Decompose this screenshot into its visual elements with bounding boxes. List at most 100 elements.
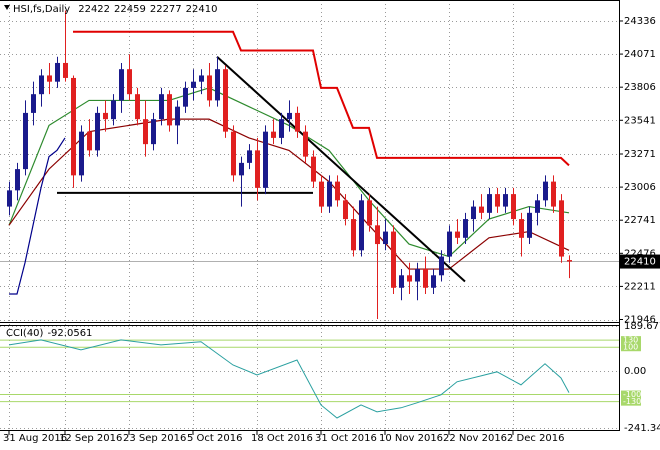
candle-body — [351, 219, 356, 251]
candle-body — [311, 156, 316, 182]
candle-body — [431, 275, 436, 288]
level-label: 100 — [623, 343, 638, 352]
chart-header: HSI,fs,Daily 22422 22459 22277 22410 — [13, 4, 217, 15]
y-tick-label: 23271 — [624, 149, 656, 160]
candle-body — [31, 94, 36, 113]
candle-body — [183, 87, 188, 107]
open-value: 22422 — [78, 4, 110, 15]
candle-body — [295, 112, 300, 132]
indicator-header: CCI(40) -92.0561 — [6, 328, 92, 339]
candle-body — [103, 112, 108, 120]
plot-layer — [0, 10, 619, 419]
level-label: -100 — [623, 390, 641, 399]
x-tick-label: 12 Sep 2016 — [59, 433, 122, 444]
indicator-title: CCI(40) — [6, 328, 44, 339]
candle-body — [87, 131, 92, 151]
candle-body — [303, 131, 308, 157]
level-label: 130 — [623, 336, 638, 345]
y-tick-label: 22476 — [624, 248, 656, 259]
candle-body — [455, 231, 460, 238]
candle-body — [407, 275, 412, 282]
candle-body — [263, 131, 268, 188]
candle-body — [127, 69, 132, 95]
x-tick-label: 10 Nov 2016 — [379, 433, 443, 444]
x-tick-label: 2 Dec 2016 — [507, 433, 565, 444]
text-layer: HSI,fs,Daily 22422 22459 22277 22410 CCI(40)… — [3, 4, 660, 444]
candle-body — [23, 112, 28, 170]
candle-body — [55, 62, 60, 82]
candle-body — [223, 69, 228, 132]
candle-body — [7, 190, 12, 207]
candle-body — [167, 94, 172, 126]
y-tick-label: 0.00 — [624, 366, 646, 377]
candle-body — [479, 206, 484, 213]
chart-title: HSI,fs,Daily — [13, 4, 70, 15]
candle-body — [383, 231, 388, 245]
y-tick-label: 22211 — [624, 281, 656, 292]
candle-body — [119, 69, 124, 101]
level-label-box — [621, 336, 641, 345]
candle-body — [415, 269, 420, 282]
y-tick-label: 23806 — [624, 82, 656, 93]
candle-body — [327, 181, 332, 207]
y-tick-label: 22741 — [624, 215, 656, 226]
candle-body — [375, 225, 380, 245]
candle-body — [359, 200, 364, 251]
low-value: 22277 — [150, 4, 182, 15]
candle-body — [399, 275, 404, 288]
candle-body — [199, 75, 204, 82]
candle-body — [503, 194, 508, 207]
candle-body — [39, 75, 44, 95]
x-tick-label: 31 Oct 2016 — [315, 433, 377, 444]
indicator-line — [216, 55, 466, 283]
candle-body — [159, 94, 164, 120]
candle-body — [215, 69, 220, 101]
candle-body — [471, 206, 476, 220]
candle-body — [391, 231, 396, 288]
candle-body — [135, 94, 140, 120]
cci-line — [8, 339, 570, 419]
indicator-value: -92.0561 — [47, 328, 92, 339]
candle-body — [551, 181, 556, 207]
y-tick-label: 189.6779 — [624, 321, 660, 332]
candle-body — [487, 194, 492, 213]
candle-body — [15, 169, 20, 191]
indicator-line — [8, 118, 570, 270]
level-label: -130 — [623, 397, 641, 406]
candle-body — [63, 62, 68, 78]
candle-body — [423, 269, 428, 288]
candle-body — [559, 200, 564, 257]
y-tick-label: 21946 — [624, 315, 656, 326]
high-value: 22459 — [114, 4, 146, 15]
candle-body — [143, 119, 148, 145]
candle-body — [511, 194, 516, 220]
last-price-label: 22410 — [624, 257, 656, 268]
x-tick-label: 18 Oct 2016 — [251, 433, 313, 444]
y-tick-label: -241.348 — [624, 423, 660, 434]
candle-body — [367, 200, 372, 226]
x-tick-label: 23 Sep 2016 — [123, 433, 186, 444]
candle-body — [95, 112, 100, 151]
indicator-line — [73, 30, 570, 167]
candle-body — [543, 181, 548, 201]
candle-body — [111, 100, 116, 120]
candle-body — [319, 181, 324, 207]
x-tick-label: 31 Aug 2016 — [3, 433, 67, 444]
candle-body — [495, 194, 500, 207]
y-tick-label: 24336 — [624, 16, 656, 27]
candle-body — [271, 131, 276, 138]
candle-body — [79, 131, 84, 176]
candle-body — [255, 150, 260, 188]
candle-body — [463, 219, 468, 238]
candle-body — [71, 77, 76, 176]
candle-body — [231, 131, 236, 176]
x-tick-label: 22 Nov 2016 — [443, 433, 507, 444]
x-tick-label: 5 Oct 2016 — [187, 433, 242, 444]
candle-body — [47, 75, 52, 82]
candle-body — [239, 162, 244, 176]
candle-body — [535, 200, 540, 213]
level-label-box — [621, 343, 641, 352]
